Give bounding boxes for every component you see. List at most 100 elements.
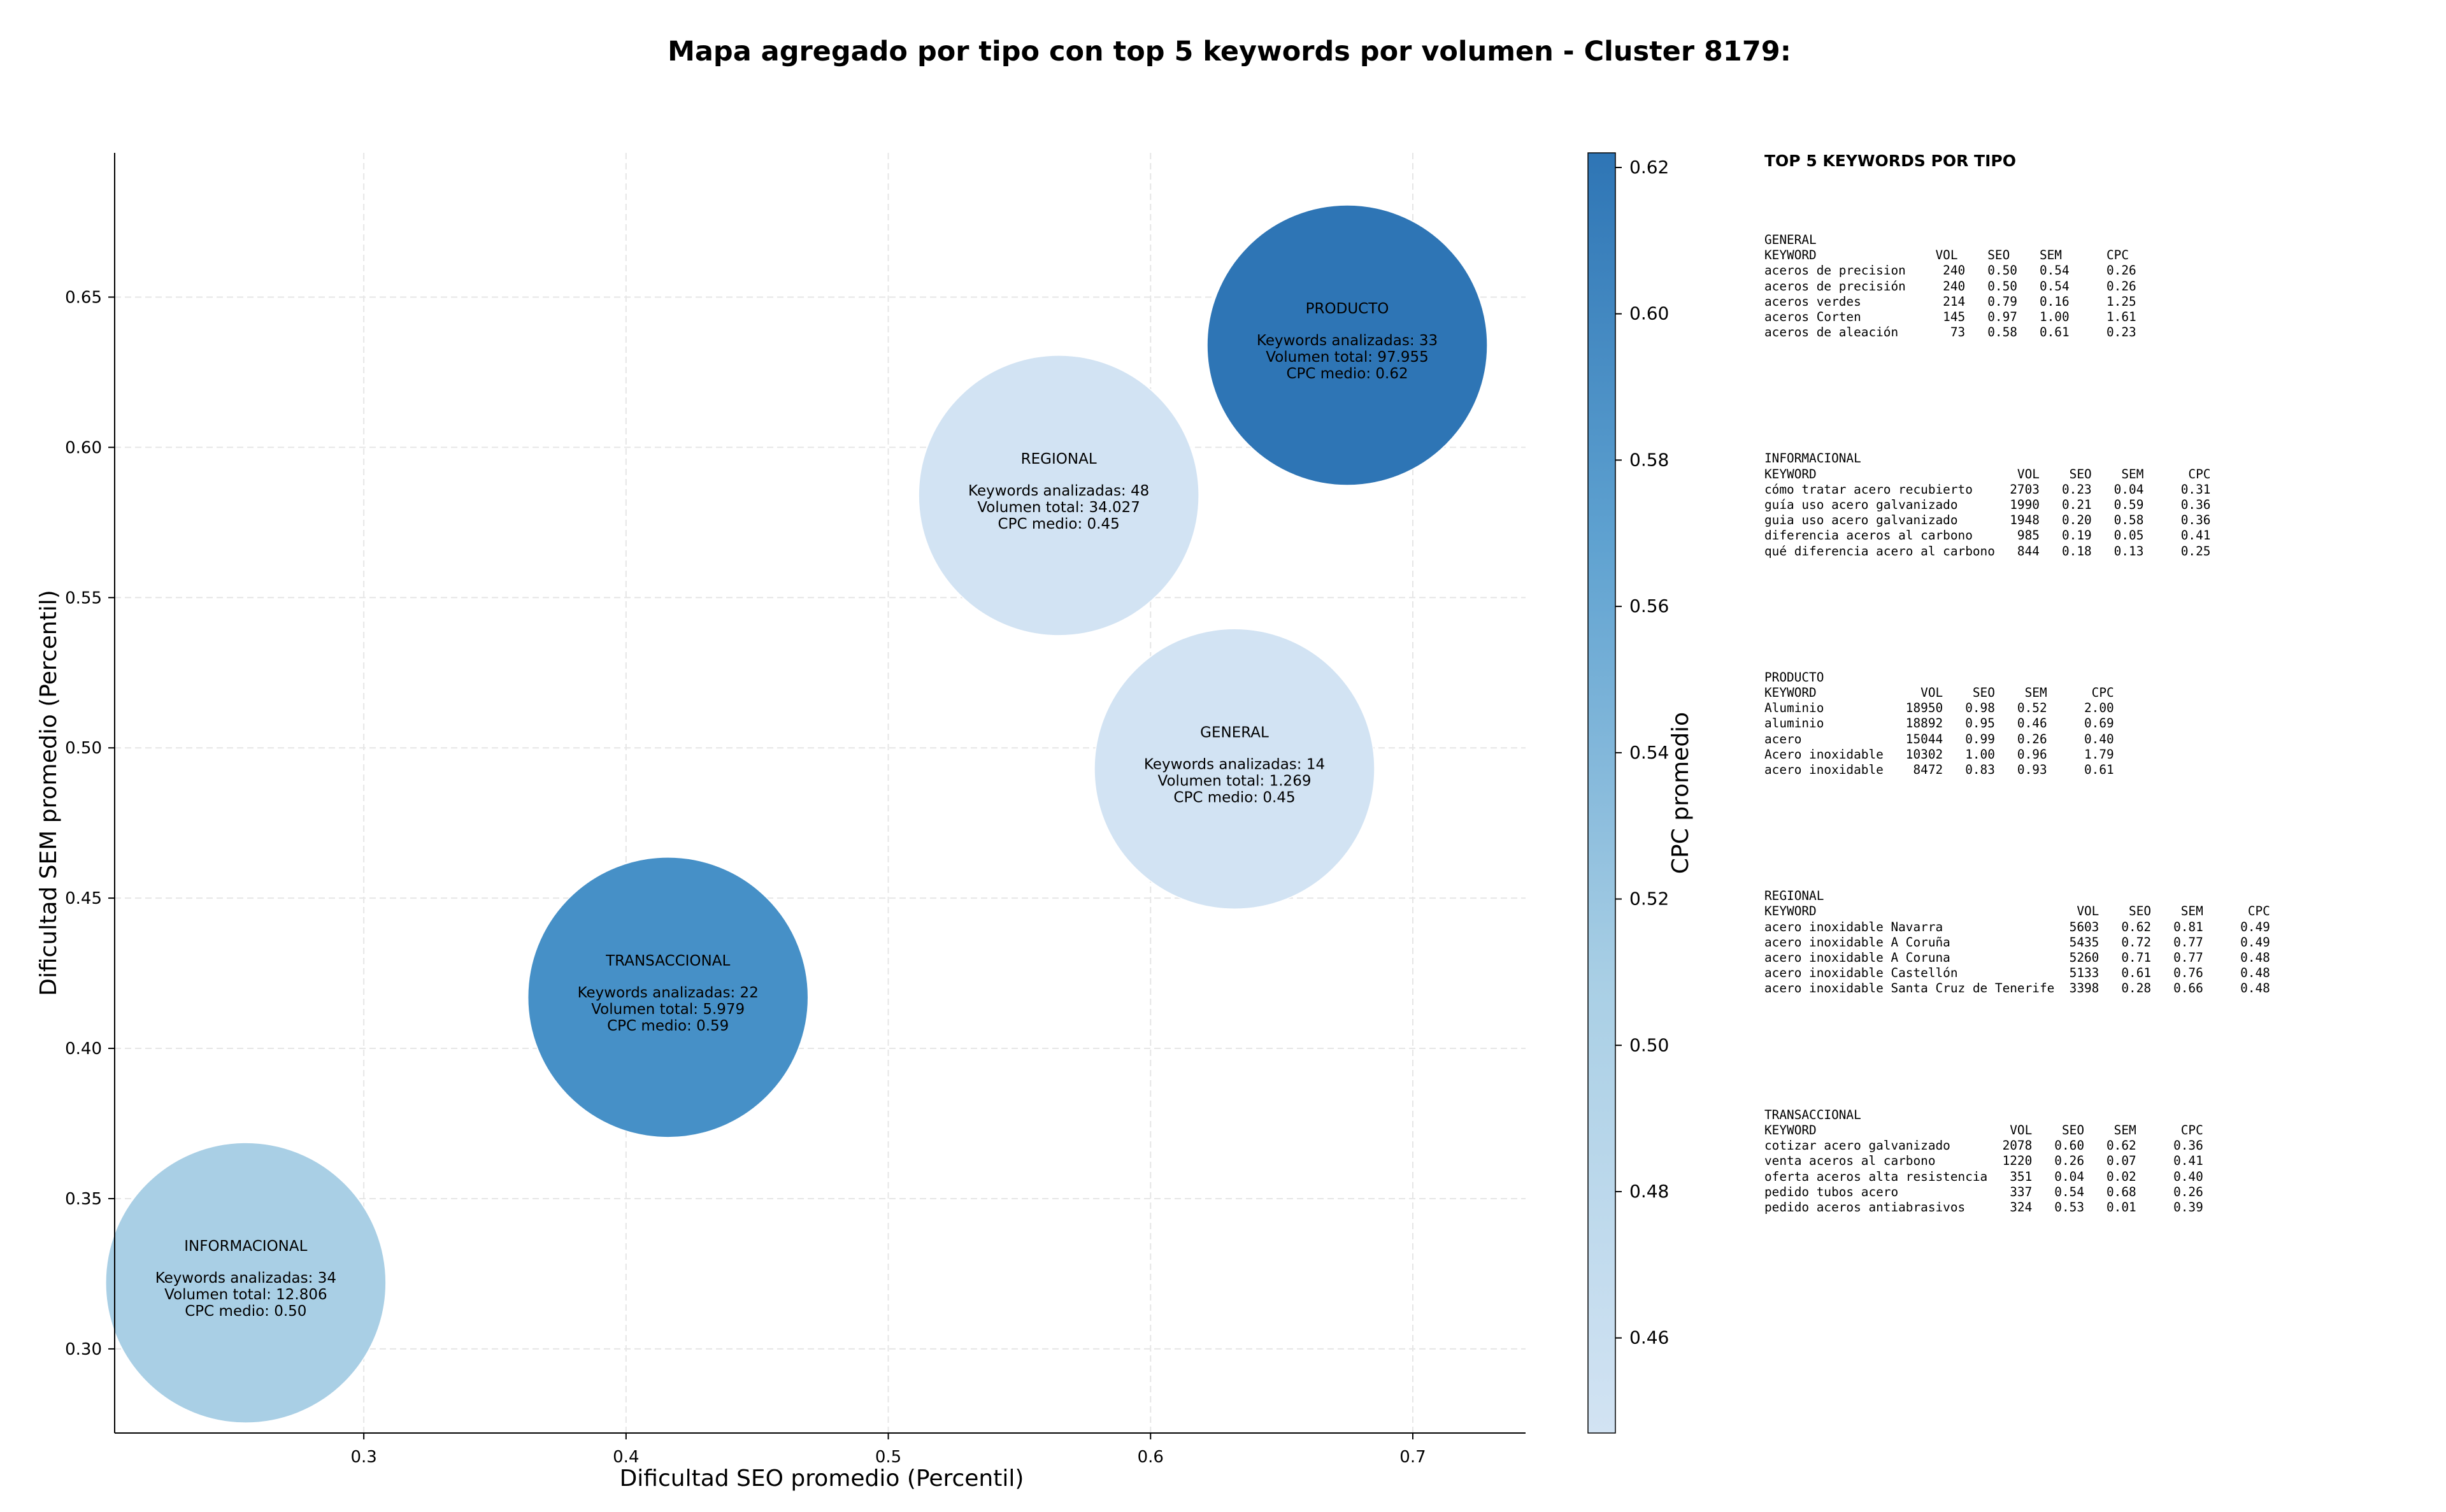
- top5-group-regional: REGIONAL KEYWORD VOL SEO SEM CPC acero i…: [1764, 888, 2427, 996]
- keyword-row: acero 15044 0.99 0.26 0.40: [1764, 731, 2114, 746]
- colorbar-tick-label: 0.62: [1629, 157, 1669, 178]
- keyword-row: diferencia aceros al carbono 985 0.19 0.…: [1764, 528, 2211, 543]
- top5-panel-title: TOP 5 KEYWORDS POR TIPO: [1764, 152, 2016, 170]
- colorbar: 0.46 0.48 0.50 0.52 0.54 0.56 0.58 0.60 0.62 CPC…: [1587, 152, 1694, 1434]
- keyword-row: aceros de precisión 240 0.50 0.54 0.26: [1764, 278, 2136, 294]
- bubble-keywords-label: Keywords analizadas: 14: [1144, 756, 1325, 773]
- x-tick-label: 0.4: [613, 1448, 639, 1467]
- x-tick-label: 0.3: [350, 1448, 376, 1467]
- bubble-cpc-label: CPC medio: 0.62: [1286, 366, 1408, 382]
- top5-panel: TOP 5 KEYWORDS POR TIPO GENERAL KEYWORD …: [1764, 152, 2427, 1326]
- colorbar-tick-label: 0.48: [1629, 1181, 1669, 1202]
- group-name: INFORMACIONAL: [1764, 451, 1861, 466]
- colorbar-tick-label: 0.58: [1629, 449, 1669, 470]
- colorbar-tick-label: 0.50: [1629, 1034, 1669, 1055]
- colorbar-tick-label: 0.60: [1629, 303, 1669, 324]
- bubble-type-label: INFORMACIONAL: [184, 1238, 307, 1255]
- colorbar-label: CPC promedio: [1668, 712, 1694, 874]
- top5-group-informacional: INFORMACIONAL KEYWORD VOL SEO SEM CPC có…: [1764, 451, 2427, 559]
- keyword-row: oferta aceros alta resistencia 351 0.04 …: [1764, 1169, 2203, 1184]
- keyword-row: cómo tratar acero recubierto 2703 0.23 0…: [1764, 481, 2211, 497]
- y-tick-label: 0.40: [65, 1039, 102, 1059]
- keyword-row: Acero inoxidable 10302 1.00 0.96 1.79: [1764, 746, 2114, 762]
- bubble-keywords-label: Keywords analizadas: 22: [578, 985, 759, 1001]
- x-tick-label: 0.5: [875, 1448, 901, 1467]
- bubble-transaccional: TRANSACCIONAL Keywords analizadas: 22Volu…: [527, 857, 809, 1138]
- top5-group-transaccional: TRANSACCIONAL KEYWORD VOL SEO SEM CPC co…: [1764, 1108, 2427, 1215]
- colorbar-tick-label: 0.46: [1629, 1327, 1669, 1348]
- top5-group-general: GENERAL KEYWORD VOL SEO SEM CPC aceros d…: [1764, 232, 2427, 340]
- bubble-type-label: GENERAL: [1200, 724, 1269, 741]
- keyword-row: aceros Corten 145 0.97 1.00 1.61: [1764, 310, 2136, 325]
- group-header: KEYWORD VOL SEO SEM CPC: [1764, 904, 2270, 919]
- bubble-circle: [105, 1142, 387, 1423]
- keyword-row: qué diferencia acero al carbono 844 0.18…: [1764, 543, 2211, 559]
- keyword-row: venta aceros al carbono 1220 0.26 0.07 0…: [1764, 1153, 2203, 1169]
- top5-group-producto: PRODUCTO KEYWORD VOL SEO SEM CPC Alumini…: [1764, 670, 2427, 778]
- keyword-row: acero inoxidable A Coruña 5435 0.72 0.77…: [1764, 934, 2270, 950]
- colorbar-ticks: 0.46 0.48 0.50 0.52 0.54 0.56 0.58 0.60 0.62: [1615, 157, 1669, 1348]
- bubble-volume-label: Volumen total: 97.955: [1266, 349, 1429, 366]
- bubble-keywords-label: Keywords analizadas: 34: [155, 1270, 336, 1287]
- bubble-cpc-label: CPC medio: 0.59: [607, 1018, 729, 1034]
- y-tick-label: 0.50: [65, 739, 102, 758]
- keyword-row: guia uso acero galvanizado 1948 0.20 0.5…: [1764, 513, 2211, 528]
- bubble-type-label: PRODUCTO: [1306, 301, 1389, 317]
- keyword-row: acero inoxidable Santa Cruz de Tenerife …: [1764, 981, 2270, 996]
- x-tick-label: 0.7: [1399, 1448, 1426, 1467]
- bubble-volume-label: Volumen total: 5.979: [591, 1001, 745, 1018]
- y-axis-label: Dificultad SEM promedio (Percentil): [36, 590, 62, 996]
- y-ticks: 0.30 0.35 0.40 0.45 0.50 0.55 0.60 0.65: [65, 288, 115, 1359]
- bubble-type-label: TRANSACCIONAL: [605, 953, 730, 969]
- bubble-type-label: REGIONAL: [1021, 451, 1097, 467]
- group-header: KEYWORD VOL SEO SEM CPC: [1764, 685, 2114, 701]
- bubble-circle: [527, 857, 809, 1138]
- group-header: KEYWORD VOL SEO SEM CPC: [1764, 248, 2129, 263]
- colorbar-tick-label: 0.56: [1629, 596, 1669, 617]
- keyword-row: guía uso acero galvanizado 1990 0.21 0.5…: [1764, 497, 2211, 513]
- colorbar-tick-label: 0.54: [1629, 742, 1669, 763]
- x-axis-label: Dificultad SEO promedio (Percentil): [620, 1466, 1024, 1492]
- y-tick-label: 0.55: [65, 588, 102, 608]
- group-name: GENERAL: [1764, 232, 1817, 247]
- x-tick-label: 0.6: [1138, 1448, 1164, 1467]
- keyword-row: aceros de aleación 73 0.58 0.61 0.23: [1764, 325, 2136, 340]
- keyword-row: acero inoxidable A Coruna 5260 0.71 0.77…: [1764, 950, 2270, 966]
- chart-title: Mapa agregado por tipo con top 5 keyword…: [668, 36, 1791, 68]
- colorbar-tick-label: 0.52: [1629, 888, 1669, 909]
- bubble-informacional: INFORMACIONAL Keywords analizadas: 34Volu…: [105, 1142, 387, 1423]
- bubble-volume-label: Volumen total: 12.806: [164, 1287, 327, 1303]
- bubble-circle: [918, 355, 1199, 636]
- group-header: KEYWORD VOL SEO SEM CPC: [1764, 1122, 2203, 1138]
- keyword-row: aceros verdes 214 0.79 0.16 1.25: [1764, 294, 2136, 309]
- keyword-row: pedido tubos acero 337 0.54 0.68 0.26: [1764, 1184, 2203, 1199]
- bubble-cpc-label: CPC medio: 0.45: [1173, 789, 1295, 806]
- keyword-row: acero inoxidable 8472 0.83 0.93 0.61: [1764, 762, 2114, 778]
- bubble-circle: [1094, 628, 1375, 910]
- bubble-keywords-label: Keywords analizadas: 48: [968, 483, 1149, 499]
- keyword-row: Aluminio 18950 0.98 0.52 2.00: [1764, 701, 2114, 716]
- group-name: PRODUCTO: [1764, 669, 1824, 685]
- axes: [114, 153, 1526, 1434]
- group-name: TRANSACCIONAL: [1764, 1107, 1861, 1122]
- keyword-row: acero inoxidable Navarra 5603 0.62 0.81 …: [1764, 919, 2270, 934]
- bubble-volume-label: Volumen total: 34.027: [977, 499, 1140, 516]
- y-tick-label: 0.30: [65, 1340, 102, 1359]
- x-ticks: 0.3 0.4 0.5 0.6 0.7: [350, 1433, 1426, 1467]
- bubble-volume-label: Volumen total: 1.269: [1158, 773, 1312, 789]
- keyword-row: pedido aceros antiabrasivos 324 0.53 0.0…: [1764, 1199, 2203, 1215]
- group-name: REGIONAL: [1764, 888, 1824, 904]
- keyword-row: aceros de precision 240 0.50 0.54 0.26: [1764, 263, 2136, 278]
- bubble-circle: [1206, 204, 1488, 486]
- y-tick-label: 0.35: [65, 1190, 102, 1209]
- y-tick-label: 0.45: [65, 889, 102, 908]
- group-header: KEYWORD VOL SEO SEM CPC: [1764, 466, 2211, 481]
- bubble-keywords-label: Keywords analizadas: 33: [1257, 332, 1438, 349]
- y-tick-label: 0.60: [65, 438, 102, 457]
- bubble-cpc-label: CPC medio: 0.50: [185, 1303, 306, 1320]
